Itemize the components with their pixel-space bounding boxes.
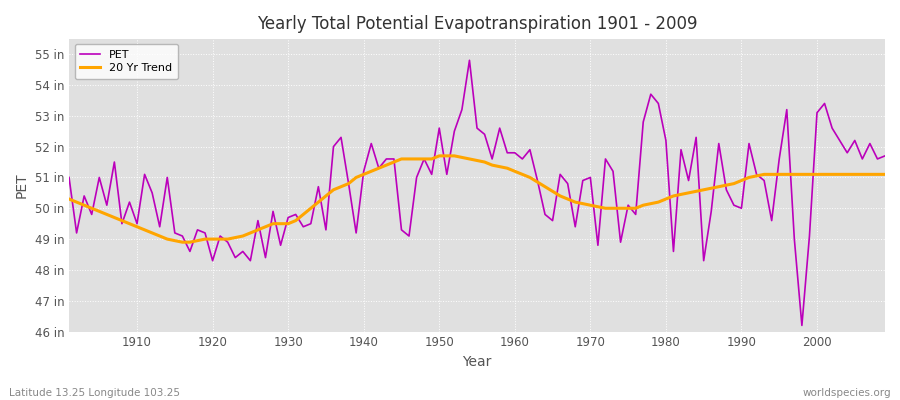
20 Yr Trend bbox=[517, 172, 527, 177]
PET bbox=[509, 150, 520, 155]
Y-axis label: PET: PET bbox=[15, 172, 29, 198]
PET bbox=[517, 156, 527, 161]
PET bbox=[336, 135, 346, 140]
Line: PET: PET bbox=[69, 60, 885, 326]
20 Yr Trend bbox=[525, 175, 535, 180]
20 Yr Trend bbox=[879, 172, 890, 177]
Title: Yearly Total Potential Evapotranspiration 1901 - 2009: Yearly Total Potential Evapotranspiratio… bbox=[256, 15, 698, 33]
PET bbox=[608, 169, 618, 174]
PET bbox=[464, 58, 475, 63]
20 Yr Trend bbox=[64, 197, 75, 202]
Legend: PET, 20 Yr Trend: PET, 20 Yr Trend bbox=[75, 44, 177, 79]
PET bbox=[879, 154, 890, 158]
20 Yr Trend bbox=[616, 206, 626, 211]
20 Yr Trend bbox=[343, 181, 354, 186]
PET bbox=[796, 323, 807, 328]
X-axis label: Year: Year bbox=[463, 355, 491, 369]
PET bbox=[124, 200, 135, 204]
20 Yr Trend bbox=[177, 240, 188, 244]
20 Yr Trend bbox=[434, 154, 445, 158]
Text: Latitude 13.25 Longitude 103.25: Latitude 13.25 Longitude 103.25 bbox=[9, 388, 180, 398]
Line: 20 Yr Trend: 20 Yr Trend bbox=[69, 156, 885, 242]
Text: worldspecies.org: worldspecies.org bbox=[803, 388, 891, 398]
PET bbox=[64, 175, 75, 180]
PET bbox=[291, 212, 302, 217]
20 Yr Trend bbox=[298, 212, 309, 217]
20 Yr Trend bbox=[124, 221, 135, 226]
